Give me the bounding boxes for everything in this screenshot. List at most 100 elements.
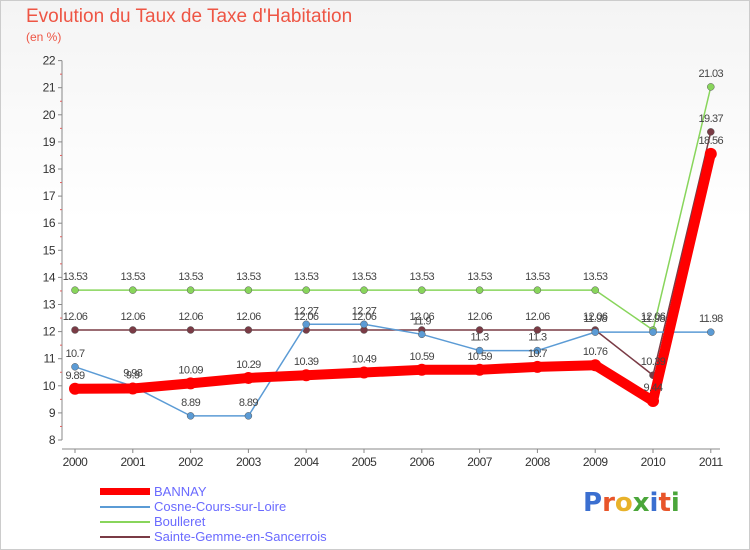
data-point-3: [475, 326, 484, 334]
x-tick-label: 2002: [178, 455, 204, 469]
y-tick-label: 15: [43, 243, 56, 257]
data-point-1: [360, 320, 368, 329]
y-tick-label: 21: [43, 81, 56, 95]
y-tick-label: 16: [43, 216, 56, 230]
data-point-2: [302, 286, 310, 294]
data-label-1: 9.98: [123, 367, 142, 379]
data-point-1: [649, 328, 657, 336]
data-point-1: [591, 328, 599, 336]
data-point-1: [244, 412, 253, 420]
x-tick-label: 2005: [352, 455, 378, 469]
y-tick-label: 8: [49, 433, 56, 447]
data-label-0: 10.09: [178, 364, 203, 376]
data-label-3: 12.06: [63, 311, 88, 323]
x-tick-label: 2001: [120, 455, 146, 469]
data-label-2: 13.53: [178, 271, 203, 283]
data-point-0: [647, 394, 659, 407]
data-label-2: 13.53: [236, 271, 261, 283]
y-tick-label: 19: [43, 135, 56, 149]
data-point-1: [533, 346, 542, 355]
y-tick-label: 18: [43, 162, 56, 176]
data-point-0: [531, 360, 544, 373]
series-line-3: [74, 131, 712, 376]
data-label-0: 10.29: [236, 359, 261, 371]
y-tick-label: 17: [43, 189, 56, 203]
data-point-0: [300, 369, 313, 382]
data-point-0: [184, 377, 197, 390]
data-label-2: 13.53: [63, 271, 88, 283]
series-line-1: [74, 323, 712, 417]
data-label-1: 11.98: [699, 313, 723, 325]
logo-letter: o: [614, 488, 633, 518]
data-point-1: [302, 320, 310, 329]
data-point-2: [360, 286, 368, 294]
data-point-2: [71, 286, 79, 294]
data-label-0: 9.44: [643, 382, 662, 394]
logo-letter: P: [583, 488, 603, 518]
data-label-3: 19.37: [699, 113, 724, 125]
data-point-3: [244, 326, 253, 334]
y-tick-label: 20: [43, 108, 56, 122]
y-tick-label: 9: [49, 406, 56, 420]
legend-swatch-bannay: [100, 488, 150, 495]
data-point-1: [707, 328, 715, 336]
data-label-3: 12.06: [525, 311, 550, 323]
legend-swatch-sainte-gemme: [100, 536, 150, 538]
x-tick-label: 2009: [583, 455, 609, 469]
data-point-2: [418, 286, 426, 294]
data-label-3: 10.39: [641, 356, 666, 368]
logo-letter: i: [649, 488, 659, 518]
data-label-2: 13.53: [352, 271, 377, 283]
x-tick-label: 2007: [467, 455, 493, 469]
logo-letter: i: [670, 488, 680, 518]
data-point-0: [242, 371, 255, 384]
data-point-2: [186, 286, 195, 294]
data-point-1: [71, 363, 79, 371]
proxiti-logo: Proxiti: [583, 488, 680, 518]
data-label-0: 10.39: [294, 356, 319, 368]
data-label-3: 12.06: [294, 311, 319, 323]
legend-label: Boulleret: [154, 514, 206, 529]
data-label-2: 13.53: [467, 271, 492, 283]
data-label-0: 18.56: [699, 135, 724, 147]
chart-title: Evolution du Taux de Taxe d'Habitation: [26, 6, 353, 27]
x-tick-label: 2004: [294, 455, 320, 469]
data-label-1: 10.7: [65, 348, 84, 360]
legend-swatch-cosne: [100, 506, 150, 508]
logo-letter: x: [632, 488, 650, 518]
data-point-0: [704, 147, 717, 160]
data-point-2: [475, 286, 484, 294]
data-label-1: 8.89: [181, 397, 200, 409]
data-point-2: [707, 83, 715, 91]
data-point-0: [415, 363, 428, 376]
data-point-3: [71, 326, 79, 334]
data-label-2: 13.53: [294, 271, 319, 283]
data-label-1: 11.3: [470, 332, 489, 344]
logo-letter: r: [602, 488, 615, 518]
data-point-3: [186, 326, 195, 334]
data-label-3: 12.06: [352, 311, 377, 323]
data-label-3: 12.06: [178, 311, 203, 323]
data-label-3: 12.06: [121, 311, 146, 323]
chart-subtitle: (en %): [26, 30, 62, 44]
data-label-2: 13.53: [121, 271, 146, 283]
data-label-3: 12.06: [583, 311, 608, 323]
y-tick-label: 14: [43, 270, 56, 284]
data-point-1: [418, 330, 426, 339]
data-label-1: 12.27: [294, 305, 319, 317]
data-label-2: 12.06: [641, 311, 666, 323]
x-tick-label: 2008: [525, 455, 551, 469]
y-tick-label: 10: [43, 379, 56, 393]
data-label-2: 13.53: [525, 271, 550, 283]
data-label-0: 9.89: [65, 370, 84, 382]
data-point-3: [707, 128, 715, 136]
legend-label: BANNAY: [154, 484, 207, 499]
y-tick-label: 11: [44, 352, 56, 366]
data-point-0: [473, 363, 486, 376]
y-tick-label: 22: [43, 54, 56, 68]
data-label-3: 12.06: [410, 311, 435, 323]
x-tick-label: 2000: [63, 455, 89, 469]
data-label-0: 10.59: [410, 351, 435, 363]
x-tick-label: 2011: [699, 455, 724, 469]
data-label-3: 12.06: [467, 311, 492, 323]
